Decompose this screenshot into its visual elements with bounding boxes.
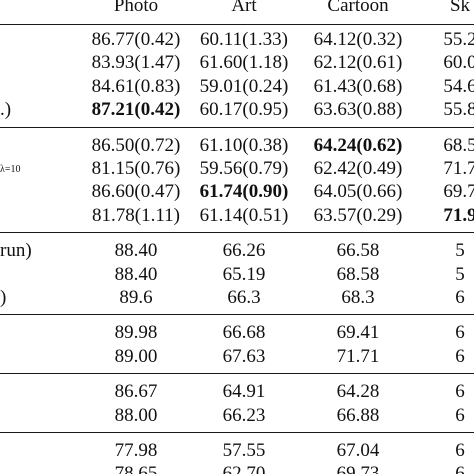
table-cell: 65.19 xyxy=(222,263,266,285)
table-cell: 66.88 xyxy=(336,404,380,426)
table-cell: 68.5 xyxy=(443,134,474,156)
table-cell: 89.00 xyxy=(114,345,158,367)
table-cell: 57.55 xyxy=(222,440,266,461)
table-cell: 59.56(0.79) xyxy=(199,158,289,179)
table-cell: 6 xyxy=(455,404,465,426)
table-cell: 86.67 xyxy=(114,381,158,403)
table-cell: 68.3 xyxy=(341,287,375,308)
table-cell: 81.15(0.76) xyxy=(91,158,181,179)
section-rule xyxy=(0,373,474,375)
table-cell: 61.10(0.38) xyxy=(199,134,289,156)
row-label: ) xyxy=(0,287,7,308)
table-cell: 66.3 xyxy=(227,287,261,308)
table-cell: 61.74(0.90) xyxy=(199,181,289,203)
table-cell: 66.23 xyxy=(222,404,266,426)
table-cell: 69.7 xyxy=(443,181,474,203)
table-cell: 86.77(0.42) xyxy=(91,29,181,50)
table-cell: 81.78(1.11) xyxy=(92,204,180,226)
table-cell: 59.01(0.24) xyxy=(199,75,289,97)
row-label: λ=10 xyxy=(0,164,21,175)
table-cell: 63.57(0.29) xyxy=(313,204,403,226)
table-cell: 71.7 xyxy=(443,158,474,179)
table-cell: 55.8 xyxy=(443,99,474,121)
table-cell: 84.61(0.83) xyxy=(91,75,181,97)
table-cell: 68.58 xyxy=(336,263,380,285)
table-cell: 62.42(0.49) xyxy=(313,158,403,179)
table-cell: 60.0 xyxy=(443,52,474,74)
table-cell: 60.17(0.95) xyxy=(199,99,289,121)
table-cell: 64.91 xyxy=(222,381,266,403)
section-rule xyxy=(0,432,474,433)
section-rule xyxy=(0,314,474,316)
table-cell: 62.12(0.61) xyxy=(313,52,403,74)
header-rule xyxy=(0,24,474,25)
section-rule xyxy=(0,126,474,128)
table-cell: 88.40 xyxy=(114,240,158,262)
table-cell: 55.2 xyxy=(443,29,474,50)
table-cell: 62.70 xyxy=(222,463,266,474)
table-cell: 71.71 xyxy=(336,345,380,367)
table-cell: 60.11(1.33) xyxy=(200,29,288,50)
table-cell: 69.41 xyxy=(336,322,380,344)
column-header: Cartoon xyxy=(327,0,389,16)
table-cell: 6 xyxy=(455,345,465,367)
table-cell: 88.00 xyxy=(114,404,158,426)
table-cell: 86.60(0.47) xyxy=(91,181,181,203)
table-cell: 64.24(0.62) xyxy=(313,134,403,156)
table-cell: 61.14(0.51) xyxy=(199,204,289,226)
table-cell: 89.6 xyxy=(119,287,153,308)
table-cell: 77.98 xyxy=(114,440,158,461)
table-cell: 5 xyxy=(455,240,465,262)
table-cell: 86.50(0.72) xyxy=(91,134,181,156)
table-cell: 64.28 xyxy=(336,381,380,403)
column-header: Sk xyxy=(449,0,471,16)
table-cell: 66.58 xyxy=(336,240,380,262)
table-cell: 89.98 xyxy=(114,322,158,344)
table-cell: 64.05(0.66) xyxy=(313,181,403,203)
table-cell: 6 xyxy=(455,287,465,308)
table-cell: 87.21(0.42) xyxy=(91,99,181,121)
table-cell: 61.43(0.68) xyxy=(313,75,403,97)
table-cell: 6 xyxy=(455,381,465,403)
table-cell: 83.93(1.47) xyxy=(91,52,181,74)
table-cell: 69.73 xyxy=(336,463,380,474)
table-cell: 78.65 xyxy=(114,463,158,474)
table-cell: 5 xyxy=(455,263,465,285)
row-label: .) xyxy=(0,99,12,121)
table-cell: 66.26 xyxy=(222,240,266,262)
table-cell: 67.63 xyxy=(222,345,266,367)
row-label: run) xyxy=(0,240,32,262)
table-cell: 6 xyxy=(455,440,465,461)
table-cell: 6 xyxy=(455,322,465,344)
table-cell: 61.60(1.18) xyxy=(199,52,289,74)
column-header: Art xyxy=(231,0,257,16)
column-header: Photo xyxy=(113,0,159,16)
section-rule xyxy=(0,232,474,234)
table-cell: 63.63(0.88) xyxy=(313,99,403,121)
table-cell: 88.40 xyxy=(114,263,158,285)
table-cell: 67.04 xyxy=(336,440,380,461)
table-cell: 54.6 xyxy=(443,75,474,97)
table-cell: 64.12(0.32) xyxy=(313,29,403,50)
table-cell: 71.9 xyxy=(443,204,474,226)
table-cell: 6 xyxy=(455,463,465,474)
table-cell: 66.68 xyxy=(222,322,266,344)
